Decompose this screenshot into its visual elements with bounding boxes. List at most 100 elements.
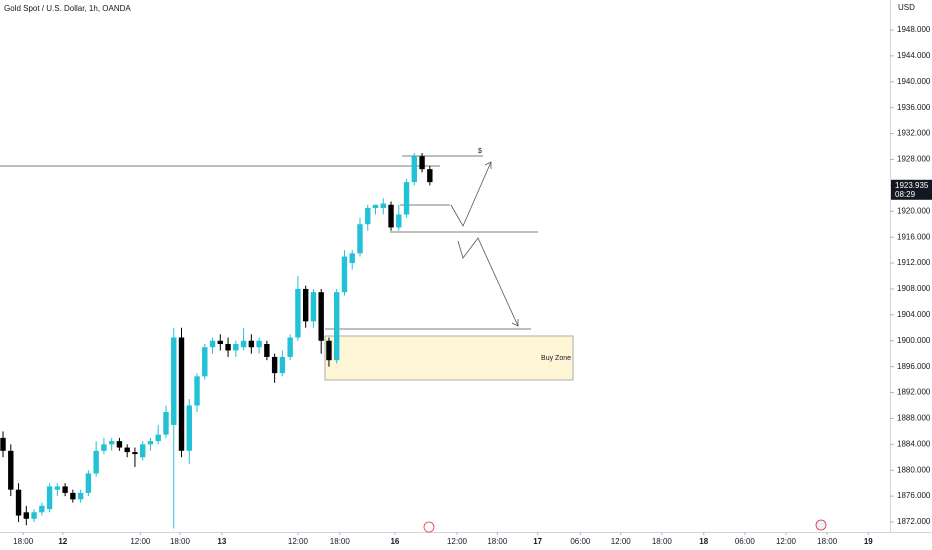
candle-body	[248, 340, 255, 348]
x-tick-label: 06:00	[735, 537, 756, 546]
y-tick-label: 1948.000	[897, 25, 931, 34]
candle-body	[240, 340, 247, 348]
candle-body	[163, 411, 169, 435]
candle-body	[334, 292, 340, 361]
x-tick-label: 18:00	[13, 537, 34, 546]
candle-body	[295, 288, 301, 338]
candle-body	[101, 444, 107, 451]
x-tick-label: 16	[390, 537, 399, 546]
y-tick-label: 1876.000	[897, 491, 931, 500]
candle-body	[427, 169, 433, 183]
candle-body	[124, 447, 130, 453]
x-tick-label: 12:00	[288, 537, 309, 546]
countdown: 08:29	[895, 190, 916, 199]
candle-body	[132, 452, 138, 455]
candle-body	[271, 356, 278, 374]
flag-icon	[815, 519, 827, 531]
candle-body	[396, 214, 402, 228]
y-tick-label: 1900.000	[897, 336, 931, 345]
x-tick-label: 19	[864, 537, 873, 546]
y-tick-label: 1888.000	[897, 414, 931, 423]
event-icon	[423, 521, 435, 533]
candle-body	[8, 450, 14, 490]
last-price-label: 1923.935	[895, 181, 929, 190]
candle-body	[279, 356, 286, 374]
candle-body	[380, 203, 386, 209]
x-tick-label: 18:00	[817, 537, 838, 546]
arrow-head	[484, 161, 492, 169]
y-tick-label: 1896.000	[897, 362, 931, 371]
candle-body	[186, 405, 192, 451]
y-tick-label: 1872.000	[897, 517, 931, 526]
currency-label: USD	[898, 3, 915, 12]
candle-body	[31, 512, 37, 519]
candles	[0, 152, 433, 529]
candle-body	[23, 512, 30, 519]
chart-title: Gold Spot / U.S. Dollar, 1h, OANDA	[4, 4, 131, 13]
candle-body	[93, 450, 99, 474]
x-tick-label: 12	[58, 537, 67, 546]
y-tick-label: 1912.000	[897, 258, 931, 267]
y-tick-label: 1936.000	[897, 103, 931, 112]
candle-body	[202, 347, 208, 377]
y-tick-label: 1932.000	[897, 129, 931, 138]
candle-body	[85, 473, 92, 493]
candle-body	[15, 489, 22, 516]
y-tick-label: 1928.000	[897, 155, 931, 164]
y-tick-label: 1908.000	[897, 284, 931, 293]
annotation: Buy Zone	[541, 355, 571, 362]
candle-body	[147, 441, 154, 445]
y-tick-label: 1940.000	[897, 77, 931, 86]
candle-body	[178, 337, 185, 451]
candle-body	[365, 208, 371, 225]
candle-body	[357, 224, 363, 254]
path-arrow	[450, 161, 492, 227]
x-tick-label: 18	[699, 537, 708, 546]
x-tick-label: 12:00	[447, 537, 468, 546]
candle-body	[318, 292, 324, 341]
candle-body	[388, 204, 394, 228]
candle-body	[194, 376, 200, 406]
candle-body	[62, 486, 68, 493]
y-tick-label: 1920.000	[897, 206, 931, 215]
candle-body	[341, 256, 348, 293]
x-tick-label: 18:00	[487, 537, 508, 546]
candle-body	[39, 505, 45, 513]
candle-body	[326, 340, 332, 361]
candle-body	[54, 486, 61, 490]
candle-body	[287, 337, 293, 357]
candle-body	[225, 343, 231, 351]
buy-zone	[324, 335, 574, 381]
candle-body	[46, 486, 53, 510]
y-tick-label: 1944.000	[897, 51, 931, 60]
candle-body	[77, 492, 84, 500]
candle-body	[419, 156, 425, 170]
y-tick-label: 1916.000	[897, 232, 931, 241]
candle-body	[116, 441, 123, 448]
candle-body	[233, 343, 239, 351]
x-tick-label: 18:00	[652, 537, 673, 546]
x-tick-label: 06:00	[570, 537, 591, 546]
candle-body	[0, 437, 6, 451]
y-tick-label: 1880.000	[897, 465, 931, 474]
candle-body	[155, 434, 161, 442]
candle-body	[108, 441, 115, 445]
path-arrow	[457, 237, 519, 327]
last-price-box	[891, 179, 932, 200]
candle-body	[70, 492, 76, 500]
candle-body	[209, 340, 216, 348]
candle-body	[349, 253, 355, 264]
y-tick-label: 1892.000	[897, 388, 931, 397]
arrow-head	[511, 319, 519, 327]
candle-body	[217, 340, 224, 344]
x-tick-label: 18:00	[170, 537, 191, 546]
y-tick-label: 1884.000	[897, 439, 931, 448]
y-tick-label: 1904.000	[897, 310, 931, 319]
candle-body	[264, 343, 270, 357]
x-tick-label: 12:00	[611, 537, 632, 546]
candle-body	[372, 204, 379, 209]
candle-body	[302, 288, 309, 322]
x-tick-label: 12:00	[130, 537, 151, 546]
